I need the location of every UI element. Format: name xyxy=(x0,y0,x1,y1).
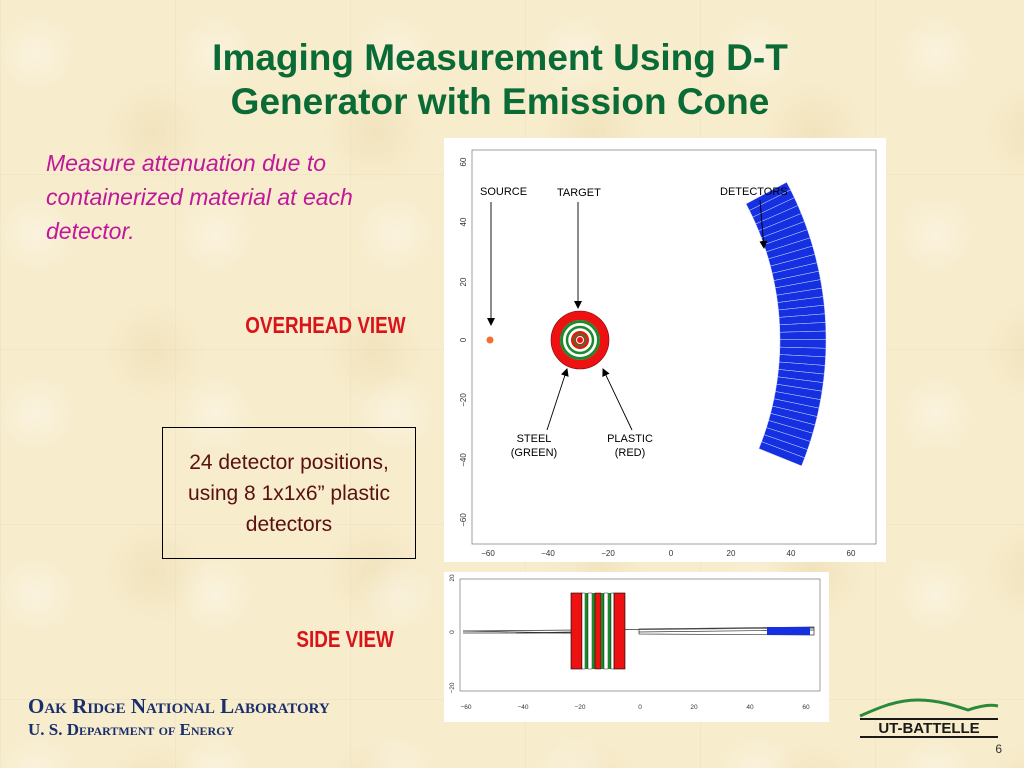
logo-mountain-icon xyxy=(859,698,999,718)
detectors-callout: DETECTORS xyxy=(720,186,788,198)
overhead-view-figure: 60 40 20 0 −20 −40 −60 −60 −40 −20 0 20 … xyxy=(444,138,886,562)
overhead-view-svg: 60 40 20 0 −20 −40 −60 −60 −40 −20 0 20 … xyxy=(459,149,877,558)
x-tick-label: −60 xyxy=(481,549,495,558)
target xyxy=(550,310,610,370)
x-tick-label: 20 xyxy=(727,549,736,558)
detector-info-box: 24 detector positions, using 8 1x1x6” pl… xyxy=(162,427,416,559)
y-tick-label: 40 xyxy=(459,217,468,226)
intro-text: Measure attenuation due to containerized… xyxy=(46,150,353,244)
y-tick-label: −40 xyxy=(459,453,468,467)
page-number: 6 xyxy=(995,742,1002,756)
title-line-1: Imaging Measurement Using D-T xyxy=(212,37,788,78)
footer: Oak Ridge National Laboratory U. S. Depa… xyxy=(28,694,330,742)
overhead-view-label: OVERHEAD VIEW xyxy=(245,312,406,338)
source-callout: SOURCE xyxy=(480,186,527,198)
side-view-svg: 20 0 −20 −60 −40 −20 0 20 40 60 xyxy=(449,574,821,711)
side-plot-frame xyxy=(459,578,821,692)
plastic-callout-line2: (RED) xyxy=(615,447,646,459)
detector-element xyxy=(779,330,827,340)
footer-lab-name: Oak Ridge National Laboratory xyxy=(28,694,330,718)
side-y-tick-label: −20 xyxy=(449,682,456,693)
y-tick-label: 20 xyxy=(459,277,468,286)
source-point xyxy=(486,336,494,344)
plastic-arrow xyxy=(602,368,633,431)
title-line-2: Generator with Emission Cone xyxy=(230,81,770,122)
side-x-tick-label: 40 xyxy=(746,704,754,711)
y-tick-label: 60 xyxy=(459,157,468,166)
steel-arrow xyxy=(546,368,569,431)
slide-title: Imaging Measurement Using D-T Generator … xyxy=(100,36,900,124)
detector-element xyxy=(779,339,827,349)
ut-battelle-logo: UT-BATTELLE xyxy=(859,698,999,738)
side-x-tick-label: −40 xyxy=(517,704,528,711)
steel-callout-line1: STEEL xyxy=(517,433,552,445)
detectors-arrow xyxy=(759,199,768,249)
steel-callout-line2: (GREEN) xyxy=(511,447,557,459)
side-y-tick-label: 20 xyxy=(449,574,456,582)
target-side-section xyxy=(570,592,626,670)
side-y-tick-label: 0 xyxy=(449,630,456,634)
emission-cone xyxy=(462,626,815,636)
x-tick-label: 60 xyxy=(847,549,856,558)
y-tick-label: −20 xyxy=(459,393,468,407)
x-tick-label: −40 xyxy=(541,549,555,558)
svg-text:UT-BATTELLE: UT-BATTELLE xyxy=(878,720,979,737)
side-x-tick-label: −60 xyxy=(460,704,471,711)
side-x-tick-label: 60 xyxy=(802,704,810,711)
side-x-tick-label: 0 xyxy=(638,704,642,711)
y-tick-label: 0 xyxy=(459,337,468,342)
plot-frame xyxy=(471,149,877,545)
target-callout: TARGET xyxy=(557,187,601,199)
side-x-tick-label: 20 xyxy=(690,704,698,711)
detector-element xyxy=(758,441,805,467)
detector-side xyxy=(767,627,810,635)
plastic-callout-line1: PLASTIC xyxy=(607,433,653,445)
y-tick-label: −60 xyxy=(459,513,468,527)
side-view-label: SIDE VIEW xyxy=(296,626,394,652)
x-tick-label: 0 xyxy=(669,549,674,558)
x-tick-label: 40 xyxy=(787,549,796,558)
x-tick-label: −20 xyxy=(601,549,615,558)
detector-array xyxy=(745,181,827,467)
footer-doe-name: U. S. Department of Energy xyxy=(28,720,235,739)
side-view-figure: 20 0 −20 −60 −40 −20 0 20 40 60 xyxy=(444,572,829,722)
side-x-tick-label: −20 xyxy=(574,704,585,711)
